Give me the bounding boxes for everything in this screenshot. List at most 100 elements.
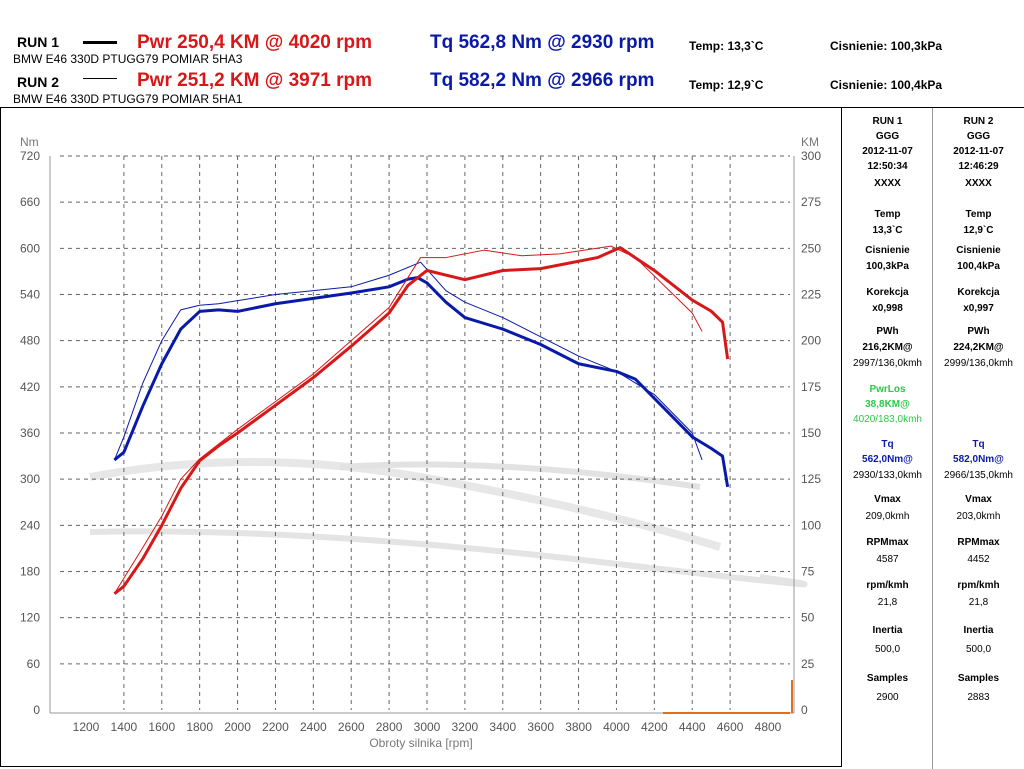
run2-legend-line (83, 78, 117, 79)
panel-divider (932, 108, 933, 769)
x-tick-label: 4600 (717, 720, 744, 734)
y2-tick-label: 25 (801, 657, 815, 671)
panel-pwh2: 2999/136,0kmh (944, 358, 1013, 369)
panel-pwh2: 2997/136,0kmh (853, 358, 922, 369)
dyno-chart: 1200 1400 1600 1800 2000 2200 2400 2600 2800 3000… (20, 135, 821, 750)
panel-kor: x0,998 (872, 303, 903, 314)
panel-kor-l: Korekcja (866, 287, 909, 298)
panel-tq2: 2966/135,0kmh (944, 470, 1013, 481)
x-tick-label: 4400 (679, 720, 706, 734)
panel-s-l: Samples (957, 673, 1000, 684)
y-tick-label: 180 (20, 565, 40, 579)
run2-label: RUN 2 (17, 74, 60, 90)
x-tick-label: 4200 (641, 720, 668, 734)
panel-rk-l: rpm/kmh (957, 580, 1000, 591)
background-swoosh (339, 461, 701, 490)
panel-rk: 21,8 (877, 597, 898, 608)
panel-temp-l: Temp (874, 209, 901, 220)
x-tick-label: 3000 (414, 720, 441, 734)
panel-op: GGG (966, 131, 991, 142)
chart-frame: 1200 1400 1600 1800 2000 2200 2400 2600 2800 3000… (0, 107, 842, 767)
x-axis-label: Obroty silnika [rpm] (369, 736, 472, 750)
y2-tick-label: 150 (801, 426, 821, 440)
y-tick-label: 480 (20, 334, 40, 348)
panel-in: 500,0 (965, 644, 992, 655)
y-tick-label: 540 (20, 288, 40, 302)
x-tick-label: 2600 (338, 720, 365, 734)
y-tick-label: 120 (20, 611, 40, 625)
y2-axis-label: KM (801, 135, 819, 149)
panel-temp: 13,3`C (872, 225, 903, 236)
y2-tick-label: 100 (801, 518, 821, 532)
panel-run: RUN 1 (872, 116, 903, 127)
x-tick-label: 3800 (565, 720, 592, 734)
y-tick-label: 660 (20, 195, 40, 209)
panel-cis: 100,3kPa (866, 261, 909, 272)
panel-kor: x0,997 (963, 303, 994, 314)
run1-legend-line (83, 41, 117, 44)
run1-label: RUN 1 (17, 34, 60, 50)
panel-rpm-l: RPMmax (866, 537, 909, 548)
panel-temp: 12,9`C (963, 225, 994, 236)
x-tick-label: 2200 (262, 720, 289, 734)
y-tick-label: 420 (20, 380, 40, 394)
y2-tick-label: 0 (801, 703, 808, 717)
x-tick-label: 1400 (111, 720, 138, 734)
series-line-run-2-tq (113, 261, 703, 461)
panel-vmax: 203,0kmh (956, 511, 1001, 522)
run1-power: Pwr 250,4 KM @ 4020 rpm (137, 32, 373, 53)
series-line-run-2-pwr (113, 245, 703, 594)
x-tick-label: 1600 (148, 720, 175, 734)
panel-tq: 562,0Nm@ (862, 454, 913, 465)
y-tick-label: 600 (20, 241, 40, 255)
y2-tick-label: 175 (801, 380, 821, 394)
x-tick-label: 1200 (73, 720, 100, 734)
y-tick-label: 300 (20, 472, 40, 486)
run1-torque: Tq 562,8 Nm @ 2930 rpm (430, 32, 655, 53)
series-line-run-1-tq (113, 276, 730, 488)
x-tick-label: 1800 (186, 720, 213, 734)
panel-in-l: Inertia (963, 625, 994, 636)
panel-tq: 582,0Nm@ (953, 454, 1004, 465)
panel-s: 2900 (876, 692, 899, 703)
panel-s-l: Samples (866, 673, 909, 684)
panel-cis-l: Cisnienie (865, 245, 910, 256)
y-tick-label: 360 (20, 426, 40, 440)
x-tick-label: 2000 (224, 720, 251, 734)
panel-tq-l: Tq (881, 439, 894, 450)
panel-temp-l: Temp (965, 209, 992, 220)
panel-pwh: 224,2KM@ (953, 342, 1004, 353)
panel-rpm-l: RPMmax (957, 537, 1000, 548)
panel-cis: 100,4kPa (957, 261, 1000, 272)
x-tick-label: 3400 (489, 720, 516, 734)
y2-tick-label: 125 (801, 472, 821, 486)
y2-tick-label: 75 (801, 565, 815, 579)
panel-time: 12:50:34 (867, 161, 908, 172)
run1-info-column: RUN 1 GGG 2012-11-07 12:50:34 XXXX Temp 13,3`C… (842, 108, 933, 769)
panel-op: GGG (875, 131, 900, 142)
run2-pressure: Cisnienie: 100,4kPa (830, 78, 943, 92)
panel-vmax-l: Vmax (965, 494, 992, 505)
run2-temp: Temp: 12,9`C (689, 78, 764, 92)
panel-time: 12:46:29 (958, 161, 999, 172)
series-line-run-1-pwr (113, 246, 730, 595)
panel-pwh-l: PWh (967, 326, 990, 337)
run1-car: BMW E46 330D PTUGG79 POMIAR 5HA3 (13, 52, 243, 66)
y2-tick-label: 225 (801, 288, 821, 302)
y2-tick-label: 200 (801, 334, 821, 348)
y2-tick-label: 50 (801, 611, 815, 625)
panel-tq2: 2930/133,0kmh (853, 470, 922, 481)
y-axis-label: Nm (20, 135, 39, 149)
x-tick-label: 4000 (603, 720, 630, 734)
panel-rpm: 4452 (967, 554, 990, 565)
panel-run: RUN 2 (963, 116, 994, 127)
y-tick-label: 0 (33, 703, 40, 717)
x-tick-label: 2400 (300, 720, 327, 734)
panel-kor-l: Korekcja (957, 287, 1000, 298)
run2-torque: Tq 582,2 Nm @ 2966 rpm (430, 70, 655, 91)
panel-cis-l: Cisnienie (956, 245, 1001, 256)
panel-id: XXXX (965, 178, 992, 189)
y2-tick-label: 275 (801, 195, 821, 209)
y2-tick-label: 300 (801, 149, 821, 163)
panel-in-l: Inertia (872, 625, 903, 636)
